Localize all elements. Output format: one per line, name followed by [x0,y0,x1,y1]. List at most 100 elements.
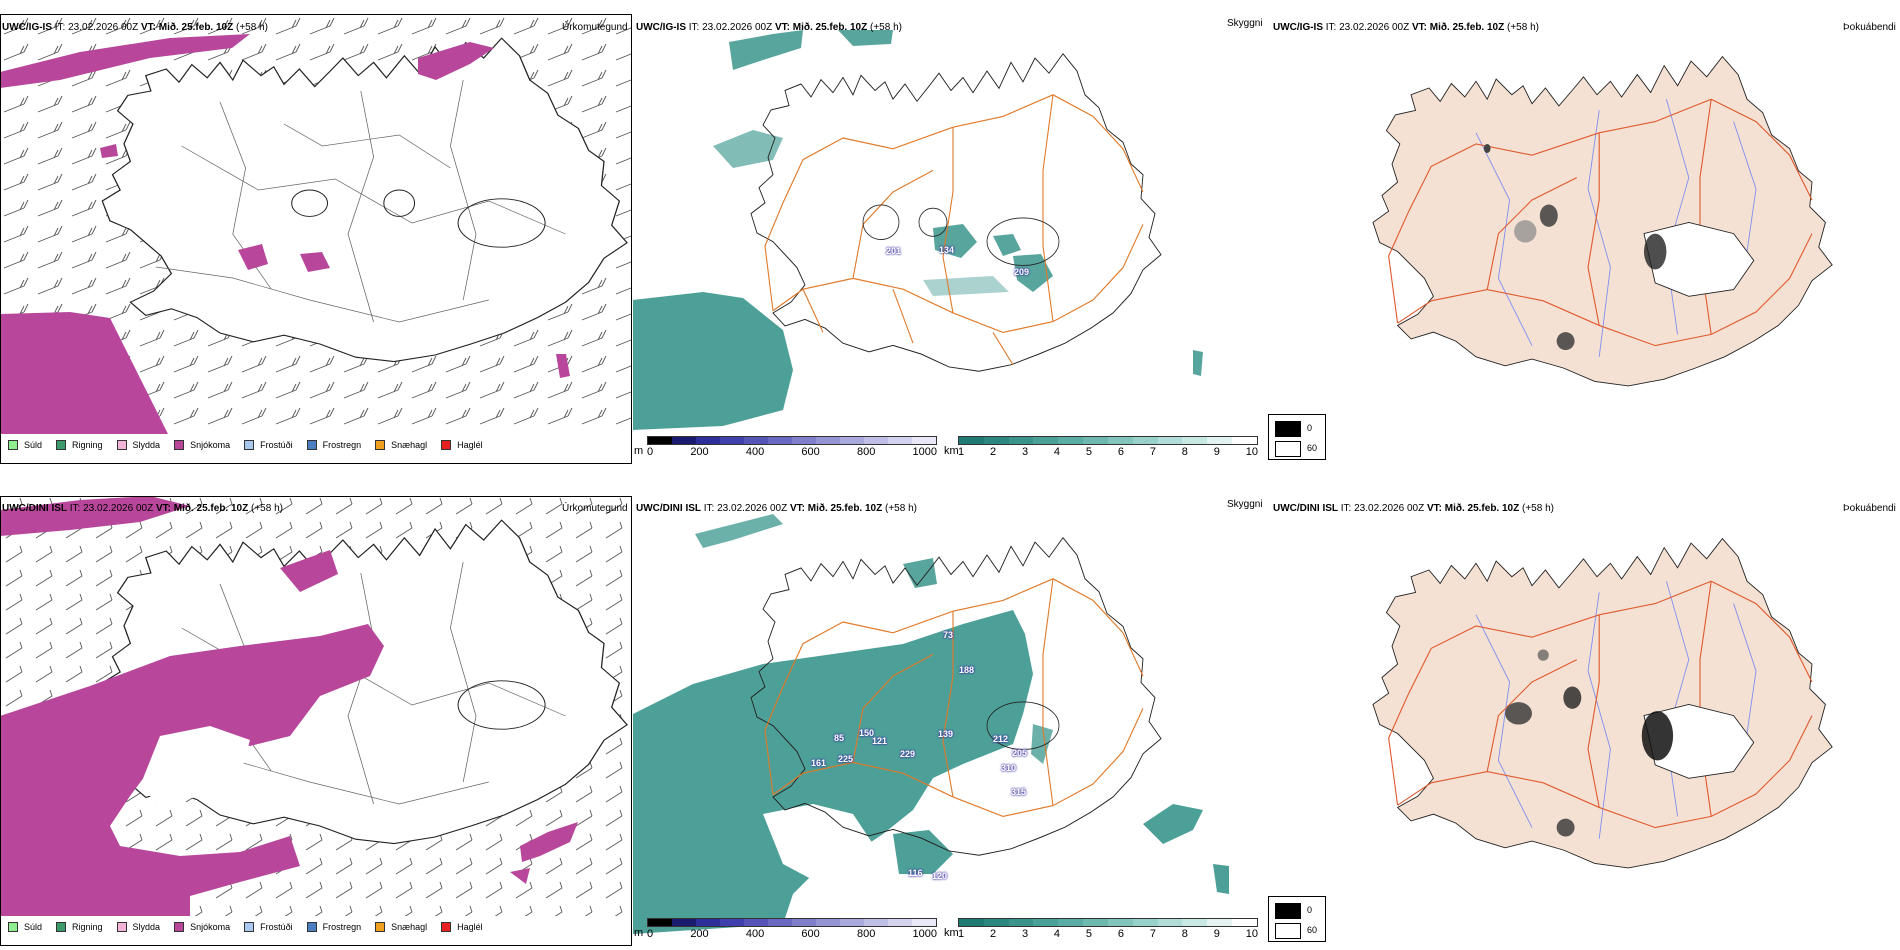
ceiling-label: 205 [1012,748,1028,758]
colorbar-cell [648,437,672,444]
colorbar-cells [647,918,937,927]
legend-swatch [174,440,185,450]
fog-index-areas [1505,649,1755,837]
colorbar-cell [720,437,744,444]
legend-item: Súld [8,922,42,932]
colorbar-cell [1107,437,1133,444]
fog-swatch-0 [1275,903,1301,919]
colorbar-cell [720,919,744,926]
legend-item: Súld [8,440,42,450]
precip-panel-dini: Súld Rigning Slydda Snjókoma Frostúði Fr… [0,496,632,946]
colorbar-cell [1107,919,1133,926]
legend-item: Frostregn [306,440,361,450]
colorbar-cell [1083,437,1108,444]
colorbar-cell [1157,919,1183,926]
legend-swatch [244,440,255,450]
river-network [1475,581,1757,839]
colorbar-cell [1033,437,1059,444]
colorbar-cell [672,437,696,444]
panel-title: Úrkomutegund [562,22,628,33]
colorbar-cell [983,919,1009,926]
colorbar-cell [888,437,912,444]
ceiling-label: 139 [938,729,954,739]
colorbar-cell [840,919,864,926]
road-network [1388,98,1813,347]
legend-swatch [116,922,127,932]
fog-swatch-60 [1275,923,1301,939]
colorbar-cell [1008,437,1034,444]
legend-item: Snæhagl [375,922,427,932]
ceiling-unit: m [634,927,644,939]
ceiling-label: 212 [993,734,1009,744]
colorbar-cell [816,437,840,444]
legend-item: Slydda [116,440,160,450]
precip-legend-igis: Súld Rigning Slydda Snjókoma Frostúði Fr… [8,440,497,450]
cloud-panel-igis: 201 134 209 [633,30,1265,464]
colorbar-cell [1132,437,1158,444]
colorbar-cell [959,919,984,926]
ceiling-label: 315 [1011,787,1027,797]
cloud-panel-dini: 73 188 150 85 121 139 212 205 161 225 22… [633,514,1265,940]
panel-title: Skyggni [1227,499,1263,510]
legend-swatch [306,440,317,450]
precip-legend-dini: Súld Rigning Slydda Snjókoma Frostúði Fr… [8,922,497,932]
ceiling-label: 310 [1001,763,1017,773]
fog-index-areas [1483,144,1755,351]
colorbar-cell [744,437,768,444]
legend-swatch [116,440,127,450]
colorbar-cell [696,919,720,926]
colorbar-cell [1083,919,1108,926]
ceiling-label: 225 [838,754,854,764]
colorbar-cell [1182,919,1208,926]
legend-swatch [375,922,386,932]
colorbar-ticks: 0 200 400 600 800 1000 [647,446,937,458]
low-cloud-areas [633,514,1229,934]
fog-panel-igis [1268,32,1868,412]
colorbar-cell [792,919,816,926]
header-fog-igis: UWC/IG-IS IT: 23.02.2026 00Z VT: Mið. 25… [1273,22,1539,33]
ceiling-label: 150 [859,728,875,738]
ceiling-label: 120 [932,871,948,881]
legend-item: Frostúði [244,440,293,450]
colorbar-cell [1182,437,1208,444]
ceiling-label: 209 [1014,267,1030,277]
ceiling-label: 229 [900,749,916,759]
river-network [1475,99,1757,357]
road-network [1388,580,1813,829]
fog-swatch-60 [1275,441,1301,457]
colorbar-cell [1207,437,1233,444]
legend-swatch [306,922,317,932]
colorbar-cell [1232,437,1257,444]
legend-swatch [375,440,386,450]
legend-swatch [441,440,452,450]
colorbar-cell [1207,919,1233,926]
road-network [764,578,1144,818]
colorbar-cell [1058,437,1084,444]
legend-item: Snjókoma [174,440,230,450]
legend-item: Haglél [441,922,483,932]
legend-item: Snjókoma [174,922,230,932]
colorbar-cell [816,919,840,926]
fog-swatch-0 [1275,421,1301,437]
legend-swatch [56,922,67,932]
panel-title: Úrkomutegund [562,503,628,514]
fog-panel-dini [1268,514,1868,894]
legend-swatch [8,440,18,450]
colorbar-cell [840,437,864,444]
ceiling-label: 201 [886,246,902,256]
colorbar-cell [864,919,888,926]
fog-legend-igis: 0 60 [1268,414,1326,460]
snow-areas [0,34,570,434]
colorbar-cell [912,919,936,926]
ceiling-label: 73 [943,630,954,640]
colorbar-cell [744,919,768,926]
snow-areas [0,496,578,916]
legend-item: Snæhagl [375,440,427,450]
legend-item: Frostregn [306,922,361,932]
legend-item: Rigning [56,440,103,450]
header-precip-igis: UWC/IG-IS IT: 23.02.2026 00Z VT: Mið. 25… [2,22,268,33]
colorbar-cells [958,918,1258,927]
colorbar-cell [912,437,936,444]
colorbar-cell [648,919,672,926]
header-fog-dini: UWC/DINI ISL IT: 23.02.2026 00Z VT: Mið.… [1273,503,1554,514]
